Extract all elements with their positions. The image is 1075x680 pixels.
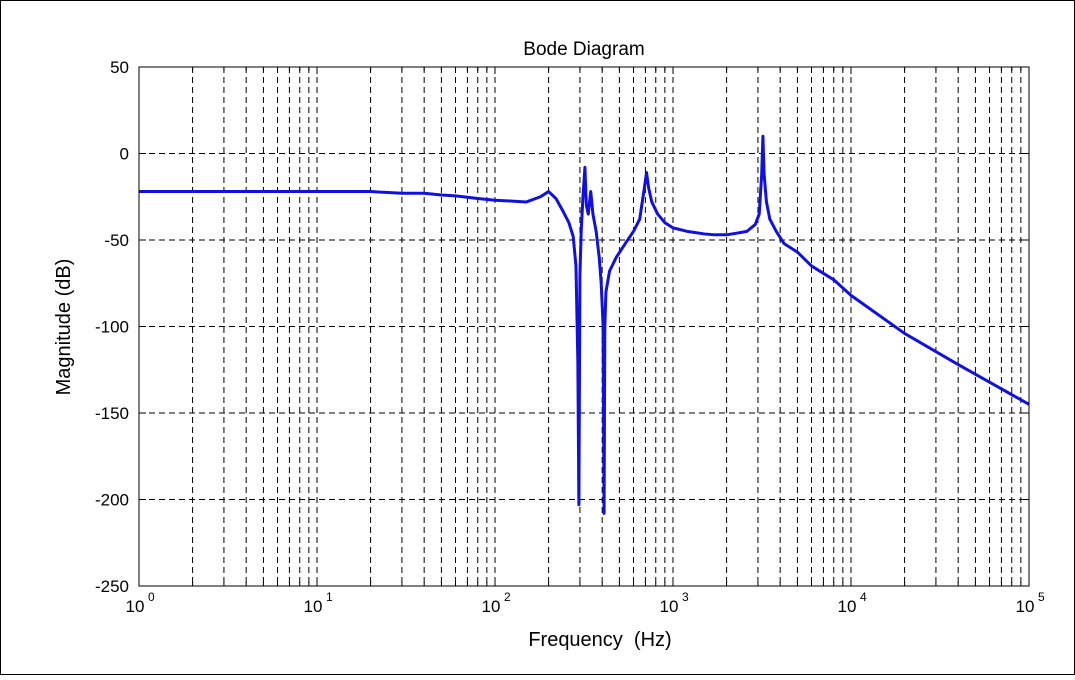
y-tick-label: 50	[110, 58, 129, 77]
x-tick-label: 10	[660, 597, 679, 616]
x-tick-exponent: 3	[682, 590, 689, 604]
x-tick-exponent: 2	[504, 590, 511, 604]
grid-lines	[139, 67, 1029, 586]
y-tick-label: 0	[120, 145, 129, 164]
y-tick-label: -150	[95, 404, 129, 423]
x-axis-label: Frequency (Hz)	[528, 629, 671, 651]
y-tick-label: -100	[95, 318, 129, 337]
y-tick-label: -200	[95, 491, 129, 510]
chart-title: Bode Diagram	[523, 39, 644, 60]
magnitude-series-line	[139, 134, 1029, 515]
y-axis-label: Magnitude (dB)	[53, 259, 75, 396]
x-tick-exponent: 1	[326, 590, 333, 604]
plot-area-border	[138, 66, 1030, 587]
x-tick-exponent: 0	[148, 590, 155, 604]
x-tick-exponent: 5	[1038, 590, 1045, 604]
x-tick-exponent: 4	[860, 590, 867, 604]
x-tick-label: 10	[304, 597, 323, 616]
y-tick-label: -250	[95, 577, 129, 596]
x-tick-label: 10	[126, 597, 145, 616]
y-tick-labels: -250 -200 -150 -100 -50 0 50	[95, 58, 129, 596]
x-tick-label: 10	[1016, 597, 1035, 616]
x-tick-label: 10	[482, 597, 501, 616]
x-tick-label: 10	[838, 597, 857, 616]
x-tick-labels: 10 0 10 1 10 2 10 3 10 4 10 5	[126, 590, 1045, 616]
y-tick-label: -50	[104, 231, 129, 250]
